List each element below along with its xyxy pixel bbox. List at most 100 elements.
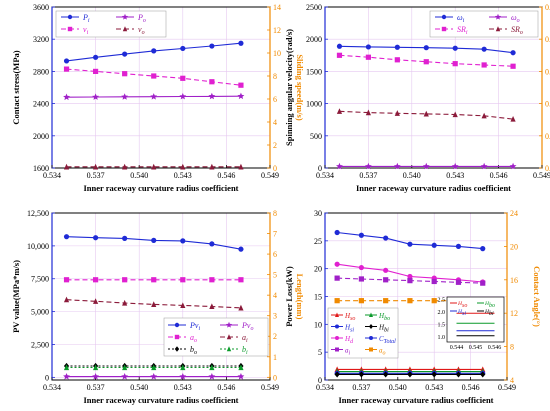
x-tick-label: 0.543 <box>446 171 464 180</box>
data-point-PVo <box>179 372 187 380</box>
x-tick-label: 0.543 <box>174 171 192 180</box>
data-point-ωi <box>336 43 343 49</box>
inset-plot: 0.544 0.545 0.546 1.0 1.5 2.0 2.5 Hso Hbo Hsi Hbi <box>438 296 505 351</box>
data-point-ai <box>383 277 389 283</box>
data-point-ai <box>209 303 215 310</box>
data-point-CTotal <box>480 246 486 252</box>
legend-marker <box>225 321 233 328</box>
data-point-Hd <box>358 264 364 271</box>
data-point-SRo <box>452 111 458 118</box>
legend-marker <box>441 26 447 32</box>
legend-marker <box>441 14 447 20</box>
legend-label: Pvi <box>189 321 200 332</box>
legend: Pi Po vi vo <box>55 10 167 38</box>
legend-marker <box>67 26 73 32</box>
legend-marker <box>122 26 128 32</box>
y2-tick-label: 16 <box>510 276 518 285</box>
data-point-bi <box>209 364 215 371</box>
legend-marker <box>335 336 339 340</box>
data-point-ωi <box>394 44 400 50</box>
panel-top-left: 0.534 0.537 0.540 0.543 0.546 0.5491600200024… <box>11 3 305 193</box>
y-tick-label: 2800 <box>33 67 49 76</box>
data-point-PVo <box>63 372 70 380</box>
y2-tick-label: 0.25 <box>545 100 550 109</box>
legend-marker <box>174 322 180 328</box>
data-point-ωo <box>364 162 372 170</box>
data-point-Hd <box>334 261 340 267</box>
data-point-ai <box>407 278 413 284</box>
data-point-vi <box>209 79 215 85</box>
y2-tick-label: 0 <box>273 164 277 173</box>
inset-y-tick-label: 2.0 <box>438 310 446 316</box>
y-tick-label: 30 <box>314 209 322 218</box>
data-point-PVi <box>151 237 157 243</box>
legend-marker <box>226 346 232 352</box>
y-tick-label: 20 <box>314 265 322 274</box>
data-point-Hd <box>407 273 413 280</box>
y2-axis-label: Length(mm) <box>295 274 305 320</box>
x-axis-label: Inner raceway curvature radius coefficie… <box>83 395 238 405</box>
legend-marker <box>369 336 373 340</box>
data-point-ao <box>151 277 157 283</box>
data-point-ai <box>358 276 364 282</box>
x-axis-label: Inner raceway curvature radius coefficie… <box>356 183 511 193</box>
data-point-PVi <box>63 234 70 240</box>
inset-legend-label: Hbi <box>484 309 494 317</box>
y-tick-label: 500 <box>310 132 322 141</box>
x-tick-label: 0.540 <box>389 383 407 392</box>
data-point-ao <box>122 277 128 283</box>
y-tick-label: 7,500 <box>31 275 49 284</box>
legend-marker <box>369 347 373 352</box>
inset-legend-label: Hbo <box>484 301 495 309</box>
data-point-PVo <box>208 372 216 380</box>
legend-marker <box>174 346 180 352</box>
y-tick-label: 25 <box>314 237 322 246</box>
y2-tick-label: 4 <box>510 376 514 385</box>
data-point-Hbi <box>383 371 389 378</box>
x-tick-label: 0.540 <box>403 171 421 180</box>
y-tick-label: 5 <box>318 348 322 357</box>
y2-tick-label: 0.40 <box>545 3 550 12</box>
legend-label: ωi <box>457 13 465 24</box>
legend: Hso Hbo Hsi Hbi Hd CTotal ai ao <box>327 307 399 359</box>
data-point-ωi <box>423 45 429 51</box>
x-tick-label: 0.546 <box>462 383 480 392</box>
inset-y-tick-label: 2.5 <box>438 298 446 304</box>
y-tick-label: 1000 <box>306 100 322 109</box>
data-point-CTotal <box>334 229 340 236</box>
data-point-PVo <box>150 372 158 380</box>
y2-tick-label: 8 <box>273 72 277 81</box>
inset-y-tick-label: 1.0 <box>438 335 446 341</box>
data-point-Pi <box>238 40 244 46</box>
data-point-CTotal <box>455 243 462 249</box>
data-point-ωo <box>451 162 459 170</box>
data-point-PVi <box>122 235 128 241</box>
data-point-vo <box>151 163 157 170</box>
data-point-bi <box>238 364 244 371</box>
y-tick-label: 0 <box>318 376 322 385</box>
y2-tick-label: 14 <box>273 3 281 12</box>
x-tick-label: 0.549 <box>261 171 279 180</box>
legend: Pvi Pvo ao ai bo bi <box>163 317 269 357</box>
data-point-Hd <box>383 267 389 273</box>
data-point-Hbi <box>358 371 364 378</box>
x-tick-label: 0.534 <box>316 171 334 180</box>
y-tick-label: 1500 <box>306 67 322 76</box>
data-point-Pi <box>93 54 99 60</box>
data-point-CTotal <box>358 232 364 238</box>
y-tick-label: 0 <box>318 164 322 173</box>
legend-marker <box>494 13 502 20</box>
inset-frame <box>446 296 505 343</box>
legend-marker <box>121 13 129 20</box>
y2-tick-label: 7 <box>273 230 277 239</box>
data-point-CTotal <box>431 242 437 248</box>
y2-tick-label: 20 <box>510 242 518 251</box>
inset-x-tick-label: 0.546 <box>488 345 502 351</box>
x-tick-label: 0.549 <box>261 383 279 392</box>
data-point-ai <box>238 304 244 311</box>
x-axis-label: Inner raceway curvature radius coefficie… <box>83 183 238 193</box>
data-point-SRo <box>394 110 400 116</box>
data-point-Po <box>121 93 129 100</box>
inset-y-tick-label: 1.5 <box>438 323 446 329</box>
data-point-ai <box>431 278 437 285</box>
